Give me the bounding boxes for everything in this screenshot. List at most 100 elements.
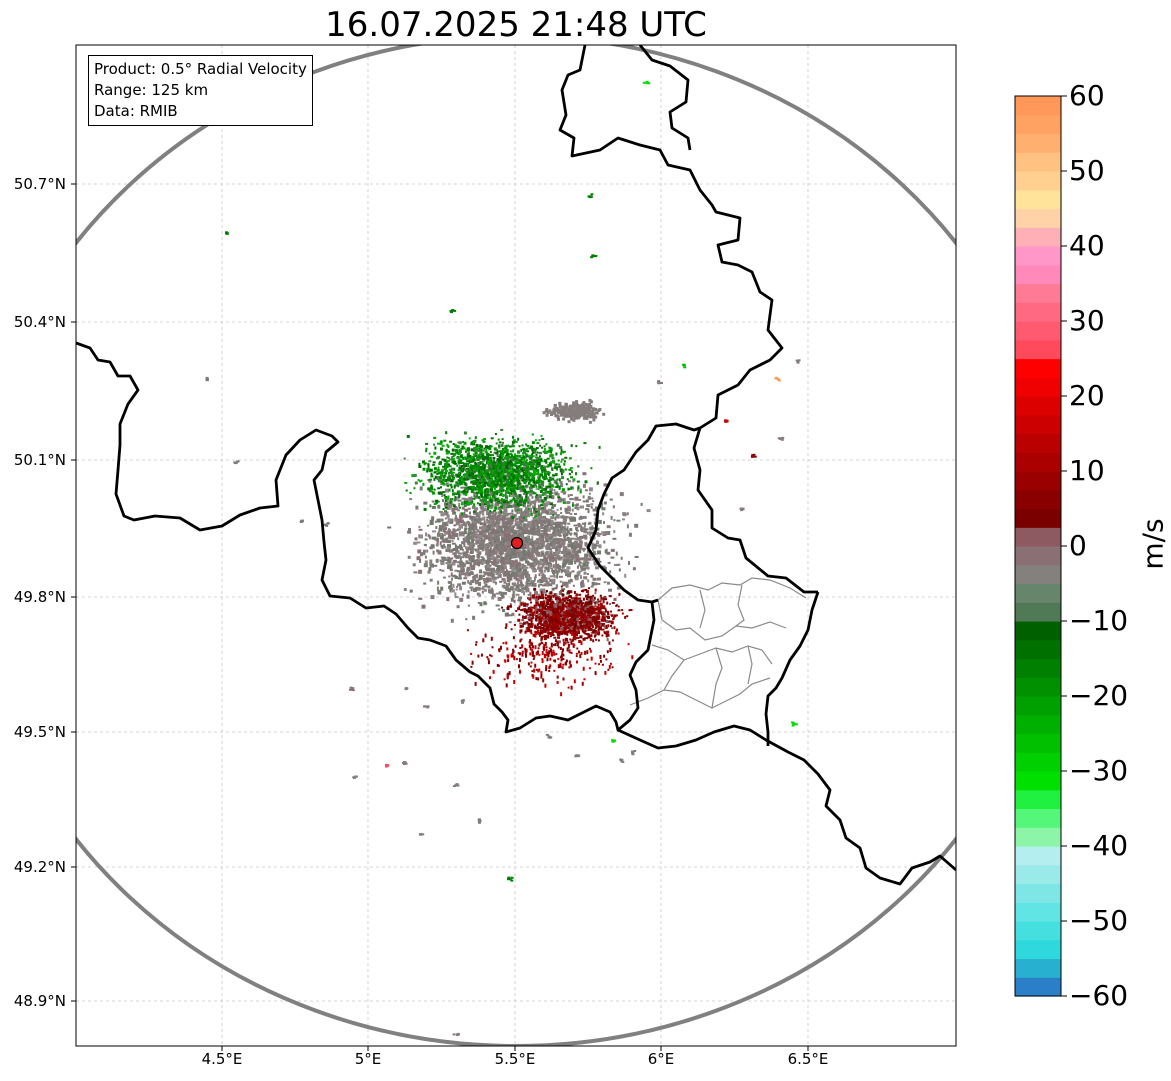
- echo-pixel: [624, 573, 627, 578]
- echo-pixel: [610, 515, 613, 520]
- echo-pixel: [527, 501, 530, 505]
- echo-pixel: [574, 496, 579, 501]
- echo-pixel: [596, 577, 601, 581]
- echo-pixel: [540, 540, 545, 545]
- echo-pixel: [454, 575, 457, 579]
- echo-pixel: [542, 599, 546, 602]
- echo-pixel: [545, 511, 549, 515]
- echo-pixel: [609, 570, 612, 574]
- echo-pixel: [460, 465, 464, 467]
- echo-pixel: [561, 541, 565, 546]
- echo-pixel: [556, 564, 559, 568]
- echo-pixel: [545, 539, 550, 543]
- echo-pixel: [500, 557, 505, 561]
- echo-pixel: [422, 549, 426, 553]
- echo-pixel: [489, 548, 492, 553]
- echo-pixel: [403, 588, 407, 591]
- echo-pixel: [427, 465, 430, 469]
- echo-pixel: [467, 533, 471, 538]
- echo-pixel: [482, 571, 486, 574]
- echo-pixel: [509, 453, 513, 456]
- echo-pixel: [480, 491, 484, 494]
- echo-pixel: [568, 558, 571, 563]
- echo-pixel: [522, 523, 525, 526]
- echo-pixel: [569, 467, 573, 470]
- echo-pixel: [490, 589, 494, 594]
- echo-pixel: [512, 458, 515, 462]
- echo-pixel: [511, 467, 514, 470]
- echo-pixel: [471, 556, 475, 560]
- echo-pixel: [507, 512, 511, 515]
- echo-pixel: [556, 555, 561, 560]
- echo-pixel: [497, 469, 500, 473]
- echo-pixel: [470, 480, 473, 484]
- echo-pixel: [530, 565, 535, 568]
- echo-pixel: [531, 566, 534, 570]
- echo-pixel: [449, 520, 454, 524]
- echo-pixel: [493, 531, 497, 536]
- echo-pixel: [522, 469, 525, 473]
- echo-pixel: [516, 502, 520, 506]
- echo-pixel: [622, 513, 627, 517]
- echo-pixel: [534, 539, 537, 544]
- echo-pixel: [514, 491, 517, 495]
- echo-pixel: [528, 447, 532, 450]
- echo-pixel: [560, 490, 564, 493]
- echo-pixel: [499, 466, 502, 470]
- echo-pixel: [559, 498, 564, 502]
- echo-pixel: [525, 491, 528, 495]
- echo-pixel: [477, 465, 480, 469]
- echo-pixel: [483, 456, 486, 460]
- echo-pixel: [580, 606, 584, 610]
- echo-pixel: [504, 520, 507, 523]
- echo-pixel: [404, 481, 408, 484]
- echo-pixel: [454, 506, 457, 510]
- echo-pixel: [453, 529, 457, 533]
- echo-pixel: [525, 573, 527, 578]
- echo-pixel: [535, 481, 539, 484]
- echo-pixel: [476, 479, 479, 481]
- echo-pixel: [467, 539, 471, 543]
- echo-pixel: [466, 467, 469, 470]
- echo-pixel: [428, 470, 431, 473]
- echo-pixel: [514, 547, 516, 552]
- echo-pixel: [516, 511, 519, 515]
- echo-pixel: [522, 456, 526, 459]
- echo-pixel: [495, 531, 500, 534]
- echo-pixel: [575, 472, 577, 476]
- echo-pixel: [470, 498, 473, 502]
- echo-pixel: [499, 487, 503, 491]
- echo-pixel: [457, 490, 461, 493]
- echo-pixel: [502, 469, 505, 473]
- echo-pixel: [526, 573, 531, 578]
- echo-pixel: [508, 621, 512, 624]
- echo-pixel: [558, 529, 563, 534]
- echo-pixel: [467, 515, 472, 518]
- echo-pixel: [607, 624, 610, 628]
- echo-pixel: [646, 509, 651, 513]
- echo-pixel: [544, 447, 547, 451]
- echo-pixel: [450, 505, 453, 508]
- echo-pixel: [436, 549, 439, 553]
- echo-pixel: [491, 454, 494, 457]
- echo-pixel: [444, 506, 448, 509]
- echo-pixel: [529, 629, 533, 633]
- echo-pixel: [491, 556, 495, 561]
- echo-pixel: [467, 548, 472, 551]
- echo-pixel: [559, 465, 561, 468]
- echo-pixel: [528, 478, 532, 481]
- echo-pixel: [435, 543, 439, 547]
- echo-pixel: [566, 526, 569, 530]
- echo-pixel: [482, 578, 486, 581]
- echo-pixel: [484, 498, 487, 501]
- echo-pixel: [554, 491, 559, 495]
- echo-pixel: [537, 478, 541, 482]
- echo-pixel: [467, 507, 471, 510]
- echo-pixel: [545, 579, 548, 583]
- echo-pixel: [468, 496, 472, 501]
- echo-pixel: [523, 587, 526, 591]
- echo-pixel: [574, 538, 579, 541]
- echo-pixel: [584, 528, 589, 531]
- echo-pixel: [470, 588, 473, 592]
- echo-pixel: [566, 599, 570, 602]
